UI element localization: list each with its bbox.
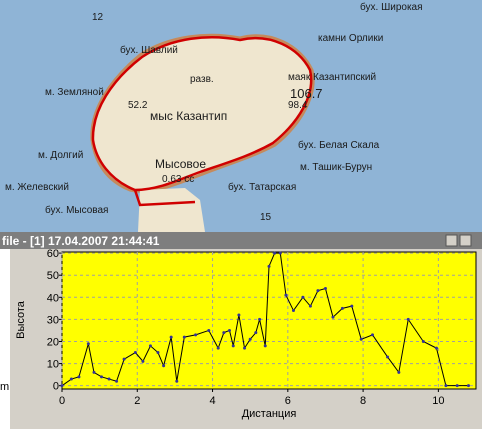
profile-point bbox=[350, 304, 354, 308]
y-tick-label: 60 bbox=[47, 248, 59, 260]
map-label: м. Желевский bbox=[5, 182, 69, 193]
profile-point bbox=[316, 289, 320, 293]
profile-point bbox=[69, 377, 73, 381]
map-label: 12 bbox=[92, 12, 104, 23]
profile-point bbox=[156, 351, 160, 355]
map-label: 98.4 bbox=[288, 100, 308, 111]
profile-point bbox=[243, 346, 247, 350]
map-label: Мысовое bbox=[155, 157, 206, 171]
profile-point bbox=[278, 251, 282, 255]
map: бух. Широкая бух. Шавлий камни Орлики ра… bbox=[0, 0, 482, 232]
profile-point bbox=[273, 251, 277, 255]
profile-point bbox=[340, 306, 344, 310]
y-axis-label: Высота bbox=[15, 300, 27, 339]
x-tick-label: 0 bbox=[59, 395, 65, 407]
window-title: file - [1] 17.04.2007 21:44:41 bbox=[2, 234, 160, 248]
x-tick-label: 10 bbox=[432, 395, 444, 407]
map-label: маяк Казантипский bbox=[288, 72, 376, 83]
map-label: камни Орлики bbox=[318, 33, 383, 44]
x-tick-label: 8 bbox=[360, 395, 366, 407]
profile-point bbox=[386, 355, 390, 359]
profile-point bbox=[107, 377, 111, 381]
close-button[interactable] bbox=[459, 234, 472, 247]
profile-point bbox=[207, 328, 211, 332]
y-tick-label: 20 bbox=[47, 336, 59, 348]
map-label: 52.2 bbox=[128, 100, 148, 111]
profile-point bbox=[466, 384, 470, 388]
profile-point bbox=[216, 346, 220, 350]
profile-point bbox=[60, 384, 64, 388]
profile-point bbox=[182, 335, 186, 339]
profile-point bbox=[92, 370, 96, 374]
profile-point bbox=[194, 333, 198, 337]
profile-point bbox=[434, 346, 438, 350]
x-axis-label: Дистанция bbox=[242, 408, 297, 420]
profile-point bbox=[162, 364, 166, 368]
profile-point bbox=[231, 344, 235, 348]
profile-point bbox=[122, 357, 126, 361]
title-bar bbox=[0, 232, 482, 249]
y-tick-label: 30 bbox=[47, 314, 59, 326]
x-tick-label: 2 bbox=[134, 395, 140, 407]
y-tick-label: 0 bbox=[53, 381, 59, 393]
profile-point bbox=[263, 344, 267, 348]
y-tick-label: 50 bbox=[47, 270, 59, 282]
map-label: м. Долгий bbox=[38, 150, 83, 161]
profile-point bbox=[371, 333, 374, 337]
x-tick-label: 4 bbox=[209, 395, 215, 407]
route bbox=[91, 36, 313, 192]
profile-point bbox=[284, 293, 288, 297]
map-label: 0.63 сс bbox=[162, 174, 194, 185]
map-label: разв. bbox=[190, 74, 214, 85]
profile-point bbox=[237, 313, 241, 317]
profile-point bbox=[254, 331, 258, 335]
profile-point bbox=[141, 359, 145, 363]
profile-point bbox=[77, 375, 81, 379]
side-label: m bbox=[0, 381, 9, 393]
profile-point bbox=[455, 384, 459, 388]
y-tick-label: 10 bbox=[47, 359, 59, 371]
profile-point bbox=[227, 328, 231, 332]
scroll-button[interactable] bbox=[445, 234, 458, 247]
profile-point bbox=[133, 351, 137, 355]
profile-point bbox=[301, 295, 305, 299]
profile-point bbox=[397, 370, 401, 374]
map-label: 15 bbox=[260, 212, 272, 223]
profile-point bbox=[169, 335, 173, 339]
profile-point bbox=[248, 337, 252, 341]
profile-point bbox=[406, 317, 410, 321]
map-label: 106.7 bbox=[290, 86, 323, 101]
map-label: бух. Мысовая bbox=[45, 204, 108, 216]
route-south bbox=[133, 189, 196, 207]
profile-point bbox=[267, 264, 271, 268]
profile-point bbox=[175, 379, 179, 383]
map-label: м. Ташик-Бурун bbox=[300, 162, 372, 173]
map-label: бух. Татарская bbox=[228, 181, 296, 193]
x-tick-label: 6 bbox=[285, 395, 291, 407]
profile-point bbox=[421, 339, 425, 343]
profile-point bbox=[308, 304, 312, 308]
profile-point bbox=[331, 315, 335, 319]
profile-point bbox=[444, 384, 448, 388]
profile-point bbox=[148, 344, 152, 348]
profile-point bbox=[258, 317, 262, 321]
profile-point bbox=[323, 286, 327, 290]
map-label: бух. Широкая bbox=[360, 1, 423, 13]
profile-point bbox=[291, 309, 295, 313]
map-label: бух. Белая Скала bbox=[298, 139, 380, 151]
profile-point bbox=[359, 337, 363, 341]
map-label: бух. Шавлий bbox=[120, 44, 178, 56]
side-panel bbox=[0, 249, 10, 429]
profile-point bbox=[222, 331, 226, 335]
profile-point bbox=[115, 379, 119, 383]
profile-point bbox=[100, 375, 104, 379]
map-label: м. Земляной bbox=[45, 87, 104, 98]
profile-point bbox=[86, 342, 90, 346]
y-tick-label: 40 bbox=[47, 292, 59, 304]
map-label: мыс Казантип bbox=[150, 109, 227, 123]
land-south bbox=[138, 188, 205, 232]
